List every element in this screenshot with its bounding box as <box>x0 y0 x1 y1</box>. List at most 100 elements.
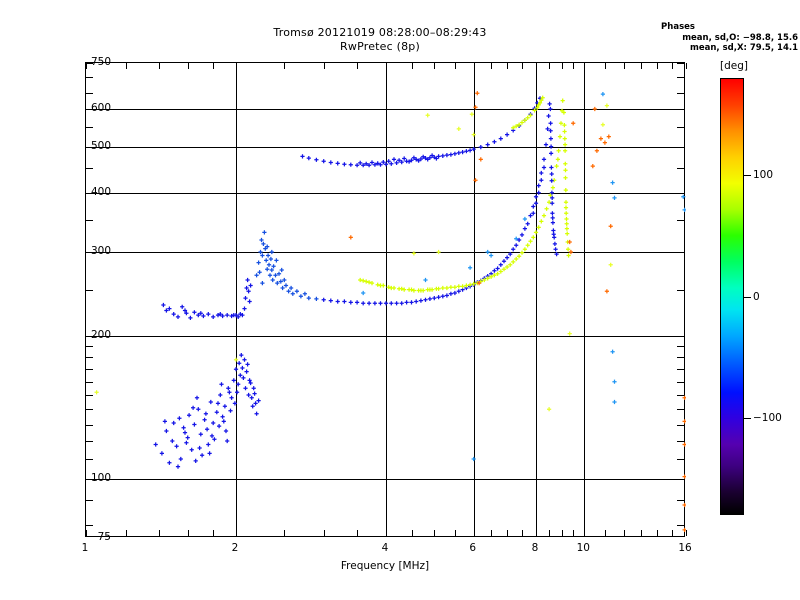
axis-tick <box>536 63 537 69</box>
data-point <box>180 304 185 309</box>
axis-tick <box>236 63 237 69</box>
data-point <box>355 300 360 305</box>
axis-tick <box>86 63 93 64</box>
data-point <box>241 375 246 380</box>
data-point <box>555 157 560 162</box>
axis-tick <box>86 441 93 442</box>
data-point <box>378 301 383 306</box>
data-point <box>682 395 686 400</box>
data-point <box>271 264 276 269</box>
axis-tick <box>86 459 93 460</box>
data-point <box>252 391 257 396</box>
data-series <box>361 92 686 462</box>
data-point <box>436 286 441 291</box>
colorbar-tick-label: 100 <box>753 169 774 182</box>
axis-tick <box>584 63 586 69</box>
data-point <box>200 453 205 458</box>
data-point <box>228 408 233 413</box>
data-point <box>612 399 617 405</box>
data-point <box>427 296 432 301</box>
data-point <box>266 262 272 267</box>
axis-tick <box>536 530 537 536</box>
data-point <box>604 103 609 108</box>
data-point <box>184 311 189 316</box>
data-point <box>495 266 500 271</box>
data-point <box>383 162 389 167</box>
data-point <box>348 235 353 240</box>
data-point <box>550 211 555 216</box>
data-point <box>264 258 269 263</box>
data-point <box>485 249 490 255</box>
axis-tick <box>86 252 93 253</box>
data-point <box>557 134 563 139</box>
data-point <box>286 289 291 294</box>
data-point <box>562 123 567 128</box>
data-point <box>519 232 525 237</box>
axis-tick <box>522 63 523 69</box>
data-point <box>610 349 615 354</box>
data-point <box>254 411 259 416</box>
axis-tick <box>672 530 673 536</box>
axis-tick <box>623 63 625 69</box>
data-point <box>608 262 613 267</box>
data-point <box>508 252 513 257</box>
colorbar: [deg] 100 0 −100 <box>720 60 782 515</box>
data-point <box>423 277 428 283</box>
data-point <box>478 157 483 162</box>
data-point <box>511 247 516 252</box>
data-point <box>265 267 270 272</box>
data-point <box>469 112 474 117</box>
axis-tick <box>677 369 684 371</box>
data-point <box>294 289 299 294</box>
data-point <box>545 126 550 131</box>
data-point <box>386 285 391 290</box>
data-point <box>231 313 236 318</box>
gridline-vertical <box>536 63 537 536</box>
data-point <box>248 283 253 288</box>
data-point <box>682 442 686 447</box>
data-point <box>423 156 428 161</box>
data-point <box>211 420 216 426</box>
axis-tick <box>686 63 687 69</box>
x-tick-label: 16 <box>678 542 692 554</box>
data-point <box>551 232 556 237</box>
data-point <box>174 444 179 449</box>
data-point <box>563 205 569 210</box>
data-point <box>492 268 497 273</box>
data-point <box>489 274 494 279</box>
axis-tick <box>357 530 359 536</box>
data-point <box>456 126 461 131</box>
data-point <box>511 259 516 264</box>
data-point <box>440 294 445 299</box>
data-point <box>565 231 570 236</box>
axis-tick <box>677 441 684 442</box>
data-point <box>416 158 421 163</box>
data-point <box>539 98 544 103</box>
data-point <box>254 273 259 278</box>
data-point <box>198 311 203 316</box>
data-point <box>541 165 547 170</box>
axis-tick <box>561 63 563 69</box>
data-point <box>266 253 271 258</box>
data-point <box>189 447 194 452</box>
data-point <box>563 200 569 205</box>
axis-tick <box>677 524 684 526</box>
data-point <box>444 153 449 158</box>
data-point <box>522 216 527 222</box>
data-point <box>283 283 289 288</box>
data-point <box>182 430 188 435</box>
data-point <box>511 125 516 130</box>
axis-tick <box>434 63 436 69</box>
data-point <box>342 299 347 304</box>
gridline-horizontal <box>86 335 684 337</box>
y-tick-label: 75 <box>97 531 111 543</box>
data-point <box>268 256 273 262</box>
plot-area <box>85 62 687 537</box>
data-series <box>548 106 559 257</box>
data-point <box>236 382 241 387</box>
data-point <box>425 113 430 118</box>
data-point <box>547 101 552 106</box>
data-point <box>187 413 192 418</box>
data-point <box>564 216 569 222</box>
axis-tick <box>677 500 684 502</box>
